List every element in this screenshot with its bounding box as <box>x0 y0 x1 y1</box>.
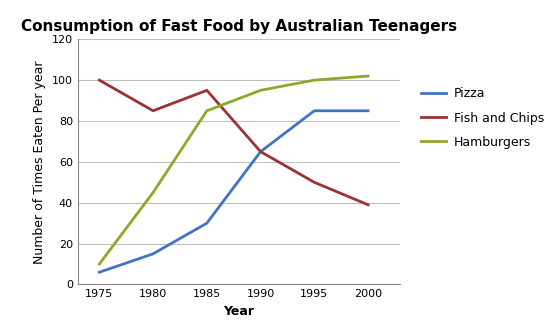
Y-axis label: Number of Times Eaten Per year: Number of Times Eaten Per year <box>33 60 46 264</box>
Pizza <box>150 252 156 256</box>
Hamburgers <box>365 74 371 78</box>
Fish and Chips <box>257 150 264 154</box>
Hamburgers <box>257 88 264 92</box>
Hamburgers <box>203 109 210 113</box>
Line: Pizza: Pizza <box>100 111 368 272</box>
Fish and Chips <box>203 88 210 92</box>
Hamburgers <box>311 78 317 82</box>
Hamburgers <box>96 262 103 266</box>
Fish and Chips <box>311 180 317 184</box>
Fish and Chips <box>96 78 103 82</box>
Fish and Chips <box>365 203 371 207</box>
Legend: Pizza, Fish and Chips, Hamburgers: Pizza, Fish and Chips, Hamburgers <box>416 82 549 154</box>
Title: Consumption of Fast Food by Australian Teenagers: Consumption of Fast Food by Australian T… <box>21 19 457 34</box>
X-axis label: Year: Year <box>224 305 255 318</box>
Hamburgers <box>150 191 156 195</box>
Fish and Chips <box>150 109 156 113</box>
Line: Hamburgers: Hamburgers <box>100 76 368 264</box>
Pizza <box>365 109 371 113</box>
Pizza <box>311 109 317 113</box>
Pizza <box>96 270 103 274</box>
Pizza <box>203 221 210 225</box>
Pizza <box>257 150 264 154</box>
Line: Fish and Chips: Fish and Chips <box>100 80 368 205</box>
